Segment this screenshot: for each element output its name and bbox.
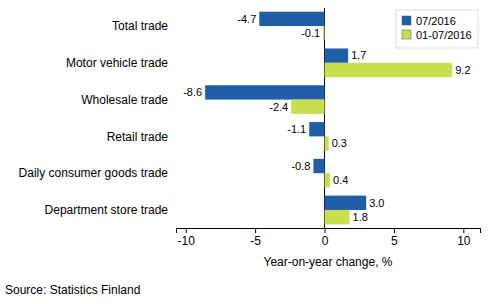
category-label: Department store trade — [45, 203, 169, 217]
x-tick: 0 — [322, 228, 329, 248]
bar — [259, 12, 324, 26]
data-label: 3.0 — [369, 197, 384, 209]
bar — [205, 85, 324, 99]
bar — [325, 48, 349, 62]
x-tick: 10 — [457, 228, 471, 248]
x-axis-line — [177, 229, 481, 234]
x-tick-label: 10 — [457, 234, 471, 248]
data-label: 9.2 — [455, 64, 470, 76]
category-label: Total trade — [112, 19, 168, 33]
data-label: 1.7 — [351, 49, 366, 61]
x-tick: -10 — [178, 228, 196, 248]
bar — [323, 26, 324, 40]
legend-label: 07/2016 — [416, 15, 456, 27]
bar — [325, 63, 453, 77]
data-label: 0.4 — [333, 174, 348, 186]
data-label: -2.4 — [269, 101, 288, 113]
data-label: -0.8 — [291, 160, 310, 172]
bar — [325, 196, 367, 210]
category-label: Wholesale trade — [81, 93, 168, 107]
x-tick: -5 — [250, 228, 261, 248]
x-tick-label: 0 — [322, 234, 329, 248]
legend-swatch — [402, 30, 411, 39]
x-tick-mark — [463, 228, 464, 233]
data-label: -8.6 — [183, 86, 202, 98]
data-label: -4.7 — [237, 13, 256, 25]
x-tick-label: -10 — [178, 234, 196, 248]
x-tick-mark — [255, 228, 256, 233]
chart: -10 -5 0 5 10 -4.7 1.7 -8.6 -1.1 -0.8 3.0 -0.1 9.2 -2… — [0, 0, 493, 304]
x-axis: -10 -5 0 5 10 — [177, 228, 481, 248]
legend-box — [396, 10, 478, 48]
bar — [325, 210, 350, 224]
category-label: Retail trade — [107, 130, 169, 144]
legend-label: 01-07/2016 — [416, 29, 472, 41]
source-note: Source: Statistics Finland — [5, 283, 140, 297]
legend-swatch — [402, 16, 411, 25]
x-tick-label: -5 — [250, 234, 261, 248]
zero-line — [324, 8, 325, 228]
data-label: 0.3 — [332, 137, 347, 149]
x-tick-label: 5 — [391, 234, 398, 248]
category-label: Daily consumer goods trade — [19, 166, 169, 180]
bar — [309, 122, 324, 136]
x-tick-mark — [394, 228, 395, 233]
category-label: Motor vehicle trade — [66, 56, 168, 70]
legend: 07/2016 01-07/2016 — [396, 10, 478, 48]
bar — [325, 136, 329, 150]
x-tick: 5 — [391, 228, 398, 248]
bar — [313, 159, 324, 173]
bar — [291, 100, 324, 114]
bar — [325, 173, 331, 187]
data-label: -0.1 — [301, 27, 320, 39]
data-label: 1.8 — [353, 211, 368, 223]
x-tick-mark — [186, 228, 187, 233]
x-tick-mark — [325, 228, 326, 233]
data-label: -1.1 — [287, 123, 306, 135]
x-axis-title: Year-on-year change, % — [264, 255, 393, 269]
